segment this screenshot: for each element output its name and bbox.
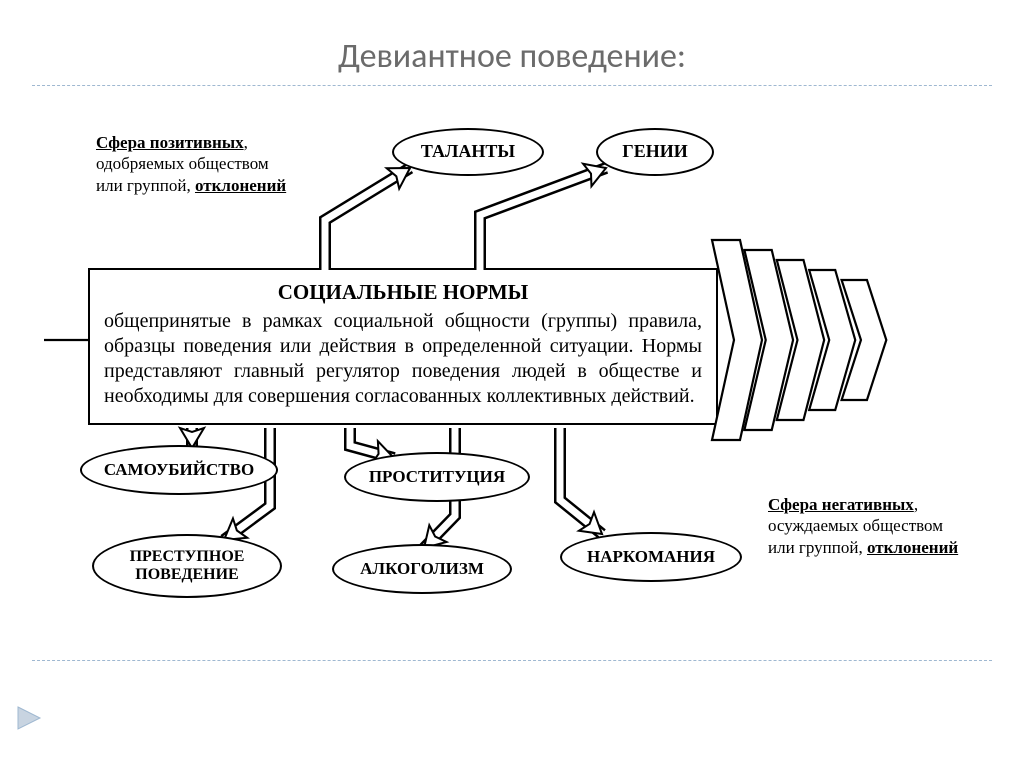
node-crime: ПРЕСТУПНОЕ ПОВЕДЕНИЕ <box>92 534 282 598</box>
node-prostitution: ПРОСТИТУЦИЯ <box>344 452 530 502</box>
page-title: Девиантное поведение: <box>0 36 1024 77</box>
divider-bottom <box>32 660 992 661</box>
node-talents: ТАЛАНТЫ <box>392 128 544 176</box>
social-norms-body: общепринятые в рамках социальной общност… <box>104 309 702 409</box>
positive-sphere-label: Сфера позитивных, одобряемых обществом и… <box>96 132 306 196</box>
negative-sphere-label: Сфера негативных, осуждаемых обществом и… <box>768 494 988 558</box>
node-addiction: НАРКОМАНИЯ <box>560 532 742 582</box>
social-norms-heading: СОЦИАЛЬНЫЕ НОРМЫ <box>104 280 702 305</box>
corner-play-icon <box>16 705 42 731</box>
divider-top <box>32 85 992 86</box>
social-norms-box: СОЦИАЛЬНЫЕ НОРМЫ общепринятые в рамках с… <box>88 268 718 425</box>
node-alcoholism: АЛКОГОЛИЗМ <box>332 544 512 594</box>
node-suicide: САМОУБИЙСТВО <box>80 445 278 495</box>
node-genii: ГЕНИИ <box>596 128 714 176</box>
